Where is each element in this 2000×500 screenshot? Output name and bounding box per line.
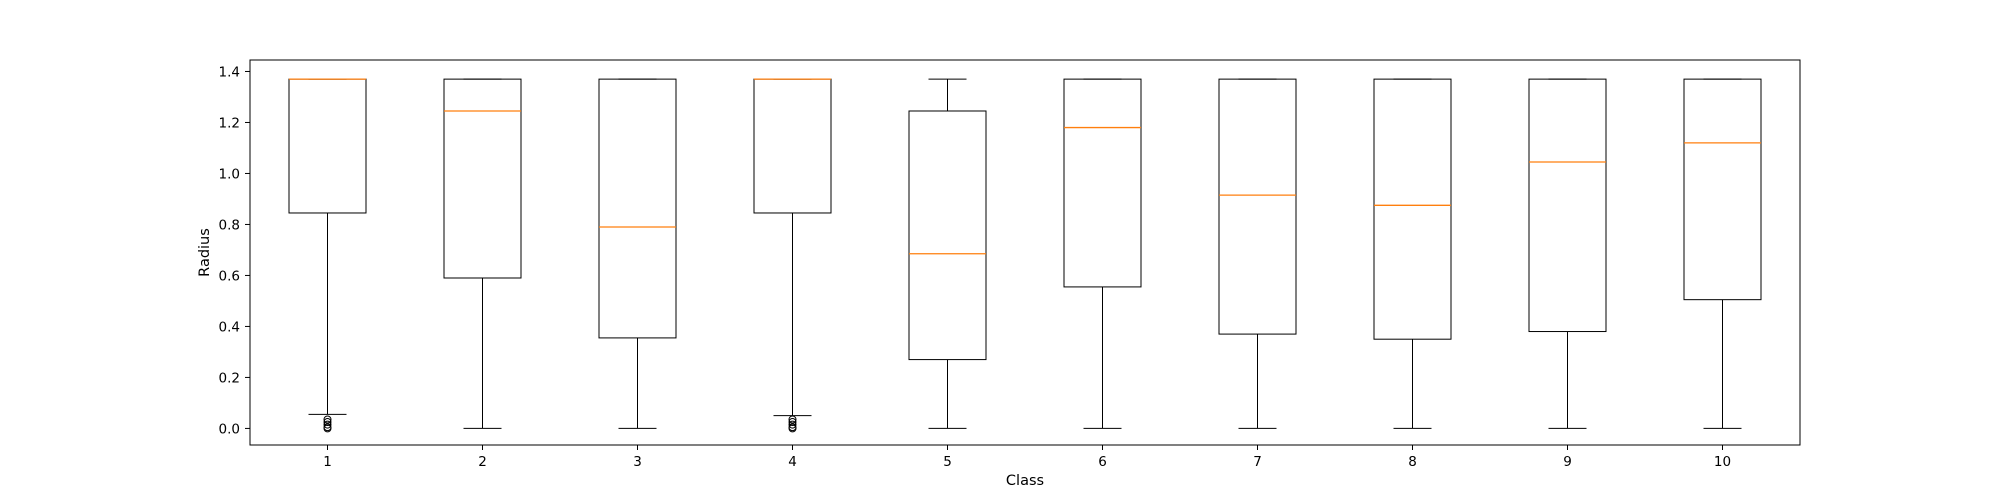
x-tick-label: 6 [1098,454,1107,470]
box-class-4 [753,78,832,433]
iqr-box [598,78,677,339]
box-class-1 [288,78,367,433]
outlier-point [788,424,797,433]
x-tick-label: 3 [633,454,642,470]
axes-frame [249,59,1801,446]
iqr-box [1218,78,1297,335]
iqr-box [443,78,522,279]
y-tick-label: 0.6 [219,268,240,284]
box-class-8 [1373,78,1452,429]
y-axis-label: Radius [197,228,213,277]
outlier-point [323,415,332,424]
y-tick-label: 0.2 [219,370,240,386]
outlier-point [788,420,797,429]
x-tick-label: 1 [323,454,332,470]
x-tick-label: 2 [478,454,487,470]
y-axis: 0.0 0.2 0.4 0.6 0.8 1.0 1.2 1.4 [219,64,250,437]
iqr-box [908,110,987,361]
box-class-10 [1683,78,1762,429]
y-tick-label: 0.4 [219,319,240,335]
iqr-box [1373,78,1452,340]
x-tick-label: 4 [788,454,797,470]
box-class-2 [443,78,522,429]
outlier-point [323,424,332,433]
x-tick-label: 10 [1714,454,1731,470]
iqr-box [1063,78,1142,288]
iqr-box [1683,78,1762,301]
outlier-point [788,415,797,424]
box-class-5 [908,78,987,429]
y-tick-label: 1.0 [219,166,240,182]
plot-area [288,78,1762,433]
x-tick-label: 9 [1563,454,1572,470]
x-tick-label: 5 [943,454,952,470]
x-tick-label: 7 [1253,454,1262,470]
iqr-box [1528,78,1607,333]
box-class-6 [1063,78,1142,429]
y-tick-label: 0.8 [219,217,240,233]
outlier-point [323,418,332,427]
outlier-point [323,420,332,429]
x-axis: 1 2 3 4 5 6 7 8 9 10 [323,445,1731,470]
box-class-7 [1218,78,1297,429]
y-tick-label: 1.4 [219,64,240,80]
x-tick-label: 8 [1408,454,1417,470]
y-tick-label: 0.0 [219,421,240,437]
box-class-9 [1528,78,1607,429]
y-tick-label: 1.2 [219,115,240,131]
box-class-3 [598,78,677,429]
outlier-point [788,418,797,427]
x-axis-label: Class [1006,473,1044,489]
